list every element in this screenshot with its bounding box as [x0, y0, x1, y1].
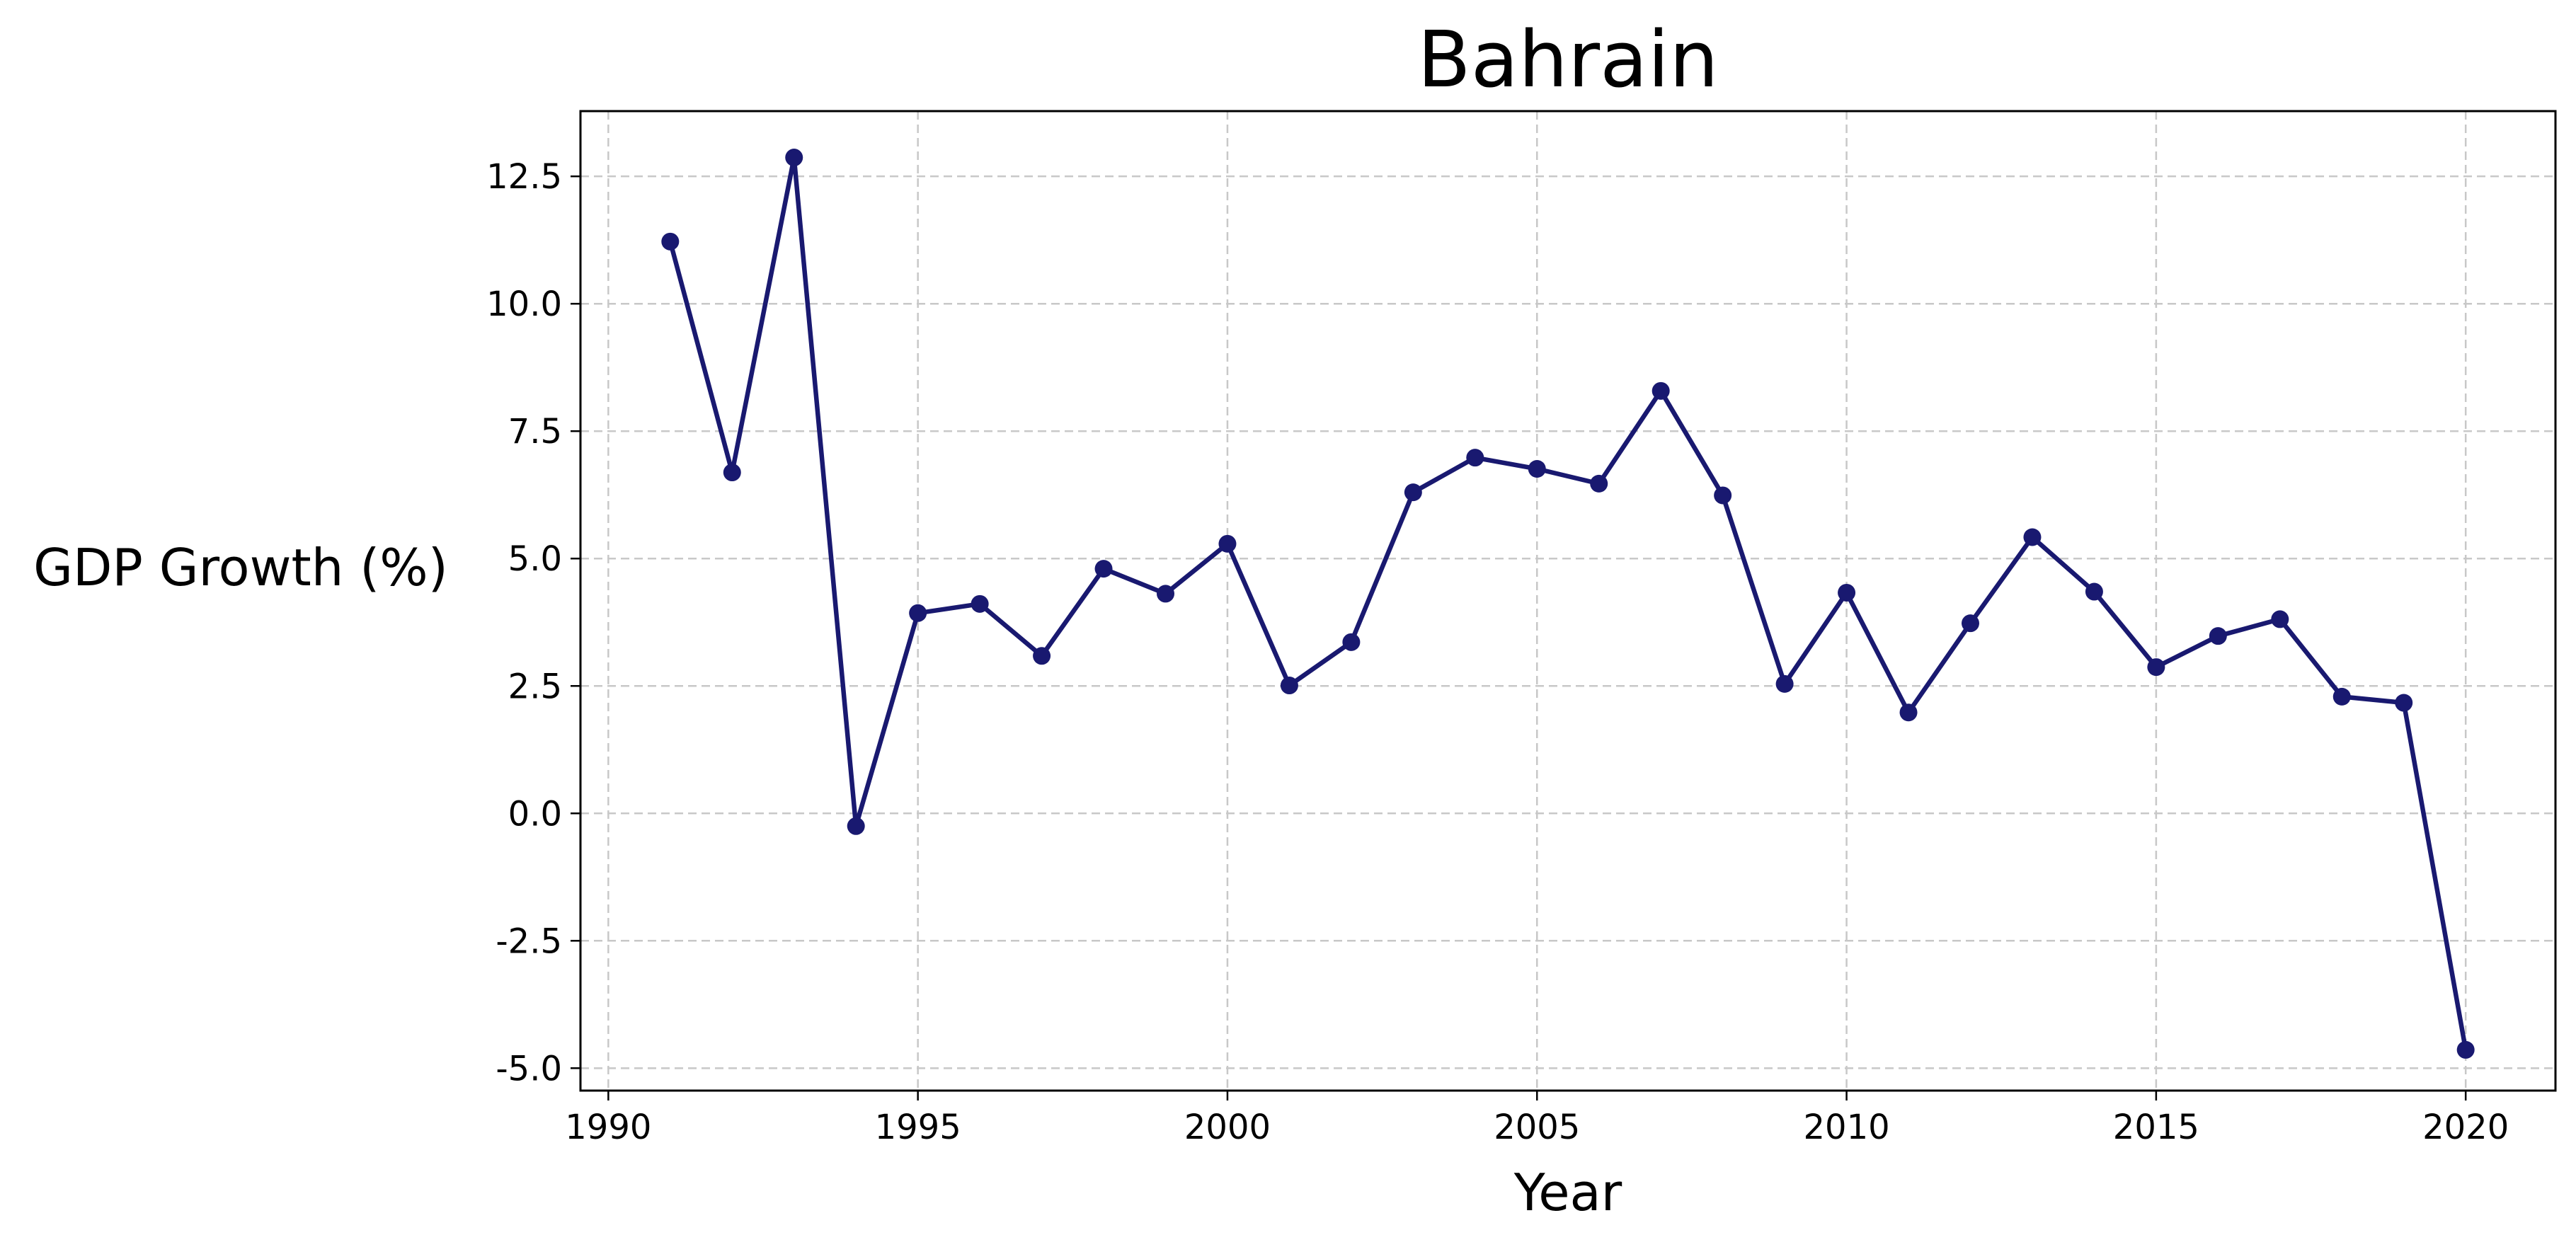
- series-line: [668, 155, 2468, 1050]
- y-tick-label: 12.5: [486, 157, 562, 197]
- data-point: [1404, 483, 1422, 502]
- data-point: [909, 604, 927, 622]
- data-point: [1651, 381, 1670, 400]
- x-tick-label: 1995: [875, 1108, 961, 1147]
- y-tick-label: -5.0: [496, 1049, 562, 1088]
- ticks: 1990 1995 2000 2005 2010 2015 2020 -5.0 -2.5 0.0 2…: [486, 157, 2509, 1147]
- y-tick-label: 0.0: [508, 794, 562, 834]
- data-point: [2147, 658, 2165, 677]
- data-point: [785, 149, 803, 167]
- data-point: [971, 594, 989, 613]
- data-point: [2332, 687, 2351, 706]
- data-point: [1218, 534, 1237, 553]
- data-point: [1280, 677, 1298, 695]
- data-point: [2209, 627, 2227, 645]
- data-point: [1094, 560, 1113, 578]
- y-tick-label: 7.5: [508, 412, 562, 452]
- data-point: [2456, 1040, 2475, 1059]
- data-point: [1466, 449, 1484, 467]
- y-tick-label: -2.5: [496, 921, 562, 961]
- data-point: [1838, 583, 1856, 602]
- data-point: [2023, 528, 2042, 546]
- data-point: [1899, 703, 1918, 722]
- data-point: [1033, 647, 1051, 665]
- plot-frame: [579, 110, 2557, 1092]
- series: [661, 149, 2475, 1059]
- data-point: [1775, 674, 1794, 693]
- data-point: [1961, 614, 1979, 633]
- data-point: [2271, 610, 2289, 628]
- data-point: [1590, 474, 1608, 493]
- y-tick-label: 2.5: [508, 667, 562, 706]
- data-point: [723, 464, 741, 482]
- y-axis-title: GDP Growth (%): [33, 538, 448, 597]
- data-point: [661, 232, 680, 251]
- y-tick-label: 5.0: [508, 539, 562, 579]
- x-tick-label: 2015: [2113, 1108, 2199, 1147]
- data-point: [1157, 585, 1175, 603]
- x-tick-label: 2010: [1803, 1108, 1889, 1147]
- x-tick-label: 2005: [1494, 1108, 1580, 1147]
- x-tick-label: 2000: [1184, 1108, 1271, 1147]
- grid: [580, 111, 2555, 1091]
- data-point: [1528, 459, 1546, 478]
- data-point: [847, 817, 865, 835]
- y-tick-label: 10.0: [486, 285, 562, 324]
- x-axis-title: Year: [1513, 1163, 1622, 1222]
- data-point: [2085, 582, 2103, 601]
- data-point: [1342, 633, 1361, 651]
- data-point: [1714, 486, 1732, 505]
- chart-title: Bahrain: [1417, 14, 1719, 105]
- x-tick-label: 2020: [2422, 1108, 2509, 1147]
- x-tick-label: 1990: [565, 1108, 651, 1147]
- data-point: [2395, 694, 2413, 712]
